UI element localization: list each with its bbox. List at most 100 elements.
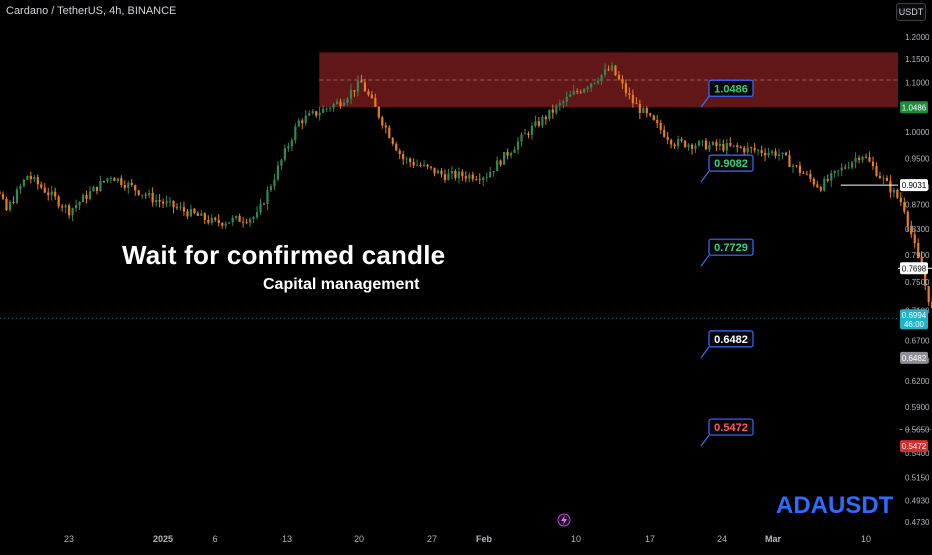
candle-body (127, 182, 130, 188)
candle-body (12, 202, 15, 203)
candle-body (214, 217, 217, 220)
candle-body (645, 108, 648, 114)
candle-body (562, 101, 565, 104)
candle-body (457, 171, 460, 178)
candle-body (47, 192, 50, 196)
current-price-value: 0.6994 (902, 311, 927, 320)
candle-body (447, 173, 450, 180)
candle-body (621, 79, 624, 84)
candle-body (161, 201, 165, 204)
candle-body (266, 190, 269, 204)
candle-body (892, 189, 895, 193)
candle-body (259, 203, 262, 213)
level-label-entry: 0.6482 (700, 330, 754, 359)
price-tick-label: 0.5900 (905, 403, 930, 412)
candle-body (663, 129, 666, 137)
candle-body (99, 180, 102, 191)
candle-body (816, 184, 819, 188)
price-tick-label: 0.7900 (905, 251, 930, 260)
candle-body (729, 143, 732, 146)
axis-tag-label: 0.7698 (902, 264, 927, 273)
candle-body (203, 213, 206, 220)
candle-body (805, 173, 808, 175)
candle-body (596, 81, 600, 83)
candle-body (924, 272, 927, 287)
price-tick-label: 0.7500 (905, 278, 930, 287)
candle-body (837, 170, 840, 172)
candle-body (412, 162, 415, 166)
candle-body (346, 98, 349, 103)
candle-body (485, 177, 488, 179)
candle-body (175, 207, 179, 209)
candle-body (694, 145, 697, 149)
candle-body (0, 191, 1, 195)
candle-body (520, 134, 523, 142)
candle-body (896, 189, 899, 198)
candle-body (913, 234, 916, 244)
time-tick-label: 20 (354, 534, 364, 544)
candle-body (92, 186, 95, 192)
candle-body (708, 144, 711, 150)
candle-body (600, 74, 603, 82)
candle-body (649, 113, 652, 116)
axis-tag-label: 0.5472 (902, 442, 927, 451)
candle-body (189, 208, 193, 217)
candle-body (61, 206, 64, 208)
level-box (708, 79, 754, 97)
candle-body (725, 143, 728, 151)
candle-body (576, 91, 579, 93)
candle-body (280, 159, 283, 166)
candle-body (109, 178, 112, 179)
candle-body (777, 154, 781, 156)
candle-body (656, 120, 659, 123)
candle-body (356, 80, 360, 92)
candle-body (468, 174, 471, 179)
candle-body (102, 180, 106, 182)
candle-body (283, 148, 286, 160)
candle-body (148, 192, 151, 196)
level-pointer (700, 95, 710, 108)
candle-body (565, 96, 568, 102)
candle-body (638, 103, 641, 113)
level-pointer (700, 170, 710, 183)
candle-body (196, 213, 199, 216)
currency-button[interactable]: USDT (896, 3, 926, 21)
candle-body (516, 141, 520, 150)
candle-body (422, 164, 426, 166)
candle-body (809, 173, 812, 179)
candle-body (732, 145, 735, 147)
price-tick-label: 1.0000 (905, 128, 930, 137)
candle-body (242, 221, 245, 223)
candle-body (363, 82, 367, 92)
candle-body (823, 179, 826, 191)
candle-body (26, 175, 29, 180)
price-tick-label: 0.8700 (905, 201, 930, 210)
candle-body (715, 141, 718, 147)
candle-body (743, 147, 746, 153)
price-tick-label: 0.4930 (905, 496, 930, 505)
candle-body (857, 157, 861, 160)
candle-body (228, 222, 231, 224)
candle-body (405, 158, 408, 160)
time-tick-label: Mar (765, 534, 782, 544)
candle-body (690, 144, 694, 149)
price-tick-label: 0.6200 (905, 377, 930, 386)
axis-tag-label: 0.9031 (902, 181, 927, 190)
level-value: 0.9082 (714, 158, 748, 170)
level-label-stop-loss: 0.5472 (700, 418, 754, 447)
candle-body (388, 127, 391, 138)
candle-body (840, 167, 843, 171)
candle-body (697, 141, 701, 146)
axis-tag-label: 0.6482 (902, 354, 927, 363)
candle-body (130, 182, 133, 186)
time-tick-label: 23 (64, 534, 74, 544)
candle-body (429, 166, 433, 168)
candle-body (739, 147, 742, 149)
candle-body (830, 173, 833, 181)
candle-body (781, 152, 784, 155)
candle-body (57, 196, 60, 207)
candle-body (433, 167, 436, 174)
candle-body (182, 207, 186, 212)
